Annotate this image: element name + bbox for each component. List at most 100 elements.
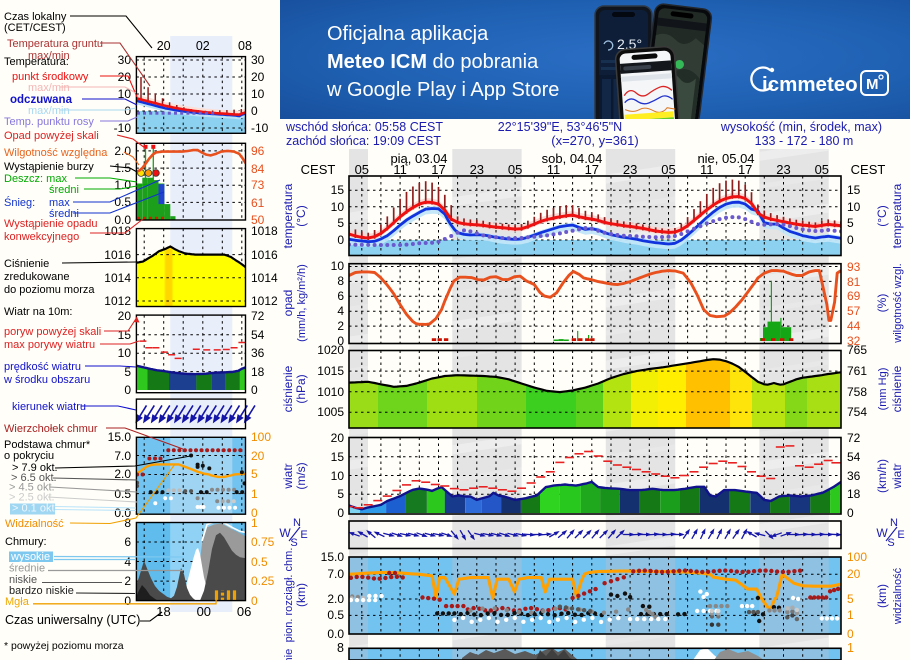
svg-text:08: 08 [238,39,252,53]
svg-text:CEST: CEST [301,162,336,177]
svg-text:Śnieg:: Śnieg: [4,196,35,209]
svg-text:1016: 1016 [104,248,131,262]
svg-text:(%): (%) [875,294,889,313]
svg-text:wysokość (min, środek, max): wysokość (min, środek, max) [720,120,882,134]
svg-text:7.0: 7.0 [114,449,131,463]
svg-text:średnie: średnie [9,563,45,575]
svg-text:18: 18 [251,365,265,379]
svg-text:N: N [890,517,898,529]
svg-text:0: 0 [847,506,854,520]
svg-text:15: 15 [331,450,345,464]
svg-text:1016: 1016 [251,248,278,262]
svg-text:2.0: 2.0 [114,144,131,158]
svg-text:761: 761 [847,364,867,378]
svg-text:2: 2 [124,574,131,588]
svg-text:Wystąpienie opadu: Wystąpienie opadu [4,218,97,230]
svg-text:6: 6 [337,289,344,303]
svg-text:wiatr: wiatr [890,463,904,489]
svg-text:0.0: 0.0 [327,627,344,641]
svg-text:758: 758 [847,385,867,399]
svg-text:odczuwana: odczuwana [10,94,73,106]
svg-text:36: 36 [251,346,265,360]
svg-text:niskie: niskie [9,574,37,586]
svg-text:10: 10 [251,87,265,101]
svg-text:wiatr: wiatr [281,463,295,489]
svg-text:wilgotność wzgl.: wilgotność wzgl. [892,263,904,343]
svg-text:> 2.5 okt.: > 2.5 okt. [9,492,55,504]
svg-text:Chmury:: Chmury: [5,536,47,548]
svg-text:E: E [300,529,307,541]
svg-text:pią, 03.04: pią, 03.04 [390,151,447,166]
svg-text:widzialność: widzialność [892,567,904,625]
svg-text:N: N [293,517,301,529]
svg-text:15: 15 [847,183,861,197]
svg-text:5: 5 [251,467,258,481]
svg-text:20: 20 [251,449,265,463]
svg-text:00: 00 [197,604,211,619]
svg-text:5: 5 [847,592,854,606]
svg-text:2.0: 2.0 [114,467,131,481]
svg-text:Mgła: Mgła [5,596,30,608]
svg-text:1014: 1014 [104,271,131,285]
svg-text:0: 0 [847,627,854,641]
svg-text:10: 10 [118,346,132,360]
svg-text:-10: -10 [114,121,132,135]
svg-text:Czas uniwersalny (UTC): Czas uniwersalny (UTC) [5,613,140,627]
svg-text:kierunek wiatru: kierunek wiatru [12,401,86,413]
svg-text:0.5: 0.5 [251,555,268,569]
svg-text:0.0: 0.0 [114,506,131,520]
svg-text:4: 4 [124,555,131,569]
svg-text:22°15'39"E, 53°46'5"N: 22°15'39"E, 53°46'5"N [498,120,622,134]
svg-text:11: 11 [700,162,714,177]
svg-text:05: 05 [661,162,675,177]
svg-text:06: 06 [237,604,251,619]
svg-text:temperatura: temperatura [281,183,295,248]
svg-text:765: 765 [847,343,867,357]
svg-text:11: 11 [393,162,407,177]
svg-text:10: 10 [331,200,345,214]
svg-text:73: 73 [251,178,265,192]
svg-text:5: 5 [337,487,344,501]
svg-text:icmmeteo: icmmeteo [762,73,858,96]
svg-text:(km): (km) [294,583,308,607]
svg-text:15.0: 15.0 [321,550,345,564]
svg-text:69: 69 [847,289,861,303]
svg-text:0: 0 [251,506,258,520]
svg-text:18: 18 [156,604,170,619]
svg-text:Temperatura:: Temperatura: [4,56,69,68]
svg-text:konwekcyjnego: konwekcyjnego [4,231,79,243]
svg-text:0: 0 [124,594,131,608]
svg-text:(°C): (°C) [294,205,308,226]
svg-text:72: 72 [251,309,265,323]
svg-text:prędkość wiatru: prędkość wiatru [4,361,81,373]
svg-text:20: 20 [331,431,345,445]
svg-text:* powyżej poziomu morza: * powyżej poziomu morza [4,640,124,652]
svg-text:6: 6 [124,535,131,549]
svg-text:0: 0 [124,104,131,118]
svg-text:0: 0 [337,506,344,520]
svg-text:30: 30 [251,53,265,67]
svg-text:81: 81 [847,275,861,289]
svg-text:10: 10 [331,469,345,483]
svg-text:96: 96 [251,144,265,158]
svg-text:754: 754 [847,405,867,419]
svg-text:0: 0 [251,104,258,118]
svg-text:poryw powyżej skali: poryw powyżej skali [4,326,101,338]
svg-text:średni: średni [49,184,79,196]
svg-text:30: 30 [118,53,132,67]
svg-text:(x=270, y=361): (x=270, y=361) [551,133,638,148]
svg-text:max/min: max/min [28,82,70,94]
svg-text:1: 1 [847,641,854,655]
svg-text:średni: średni [49,208,79,220]
svg-text:54: 54 [847,450,861,464]
svg-text:0: 0 [337,334,344,348]
svg-text:w Google Play i App Store: w Google Play i App Store [326,79,559,101]
svg-text:4: 4 [337,304,344,318]
svg-text:10: 10 [847,200,861,214]
svg-text:1: 1 [847,608,854,622]
svg-text:15.0: 15.0 [108,430,132,444]
svg-text:1: 1 [251,487,258,501]
svg-text:2.0: 2.0 [327,592,344,606]
svg-text:32: 32 [847,334,861,348]
svg-text:0: 0 [251,383,258,397]
